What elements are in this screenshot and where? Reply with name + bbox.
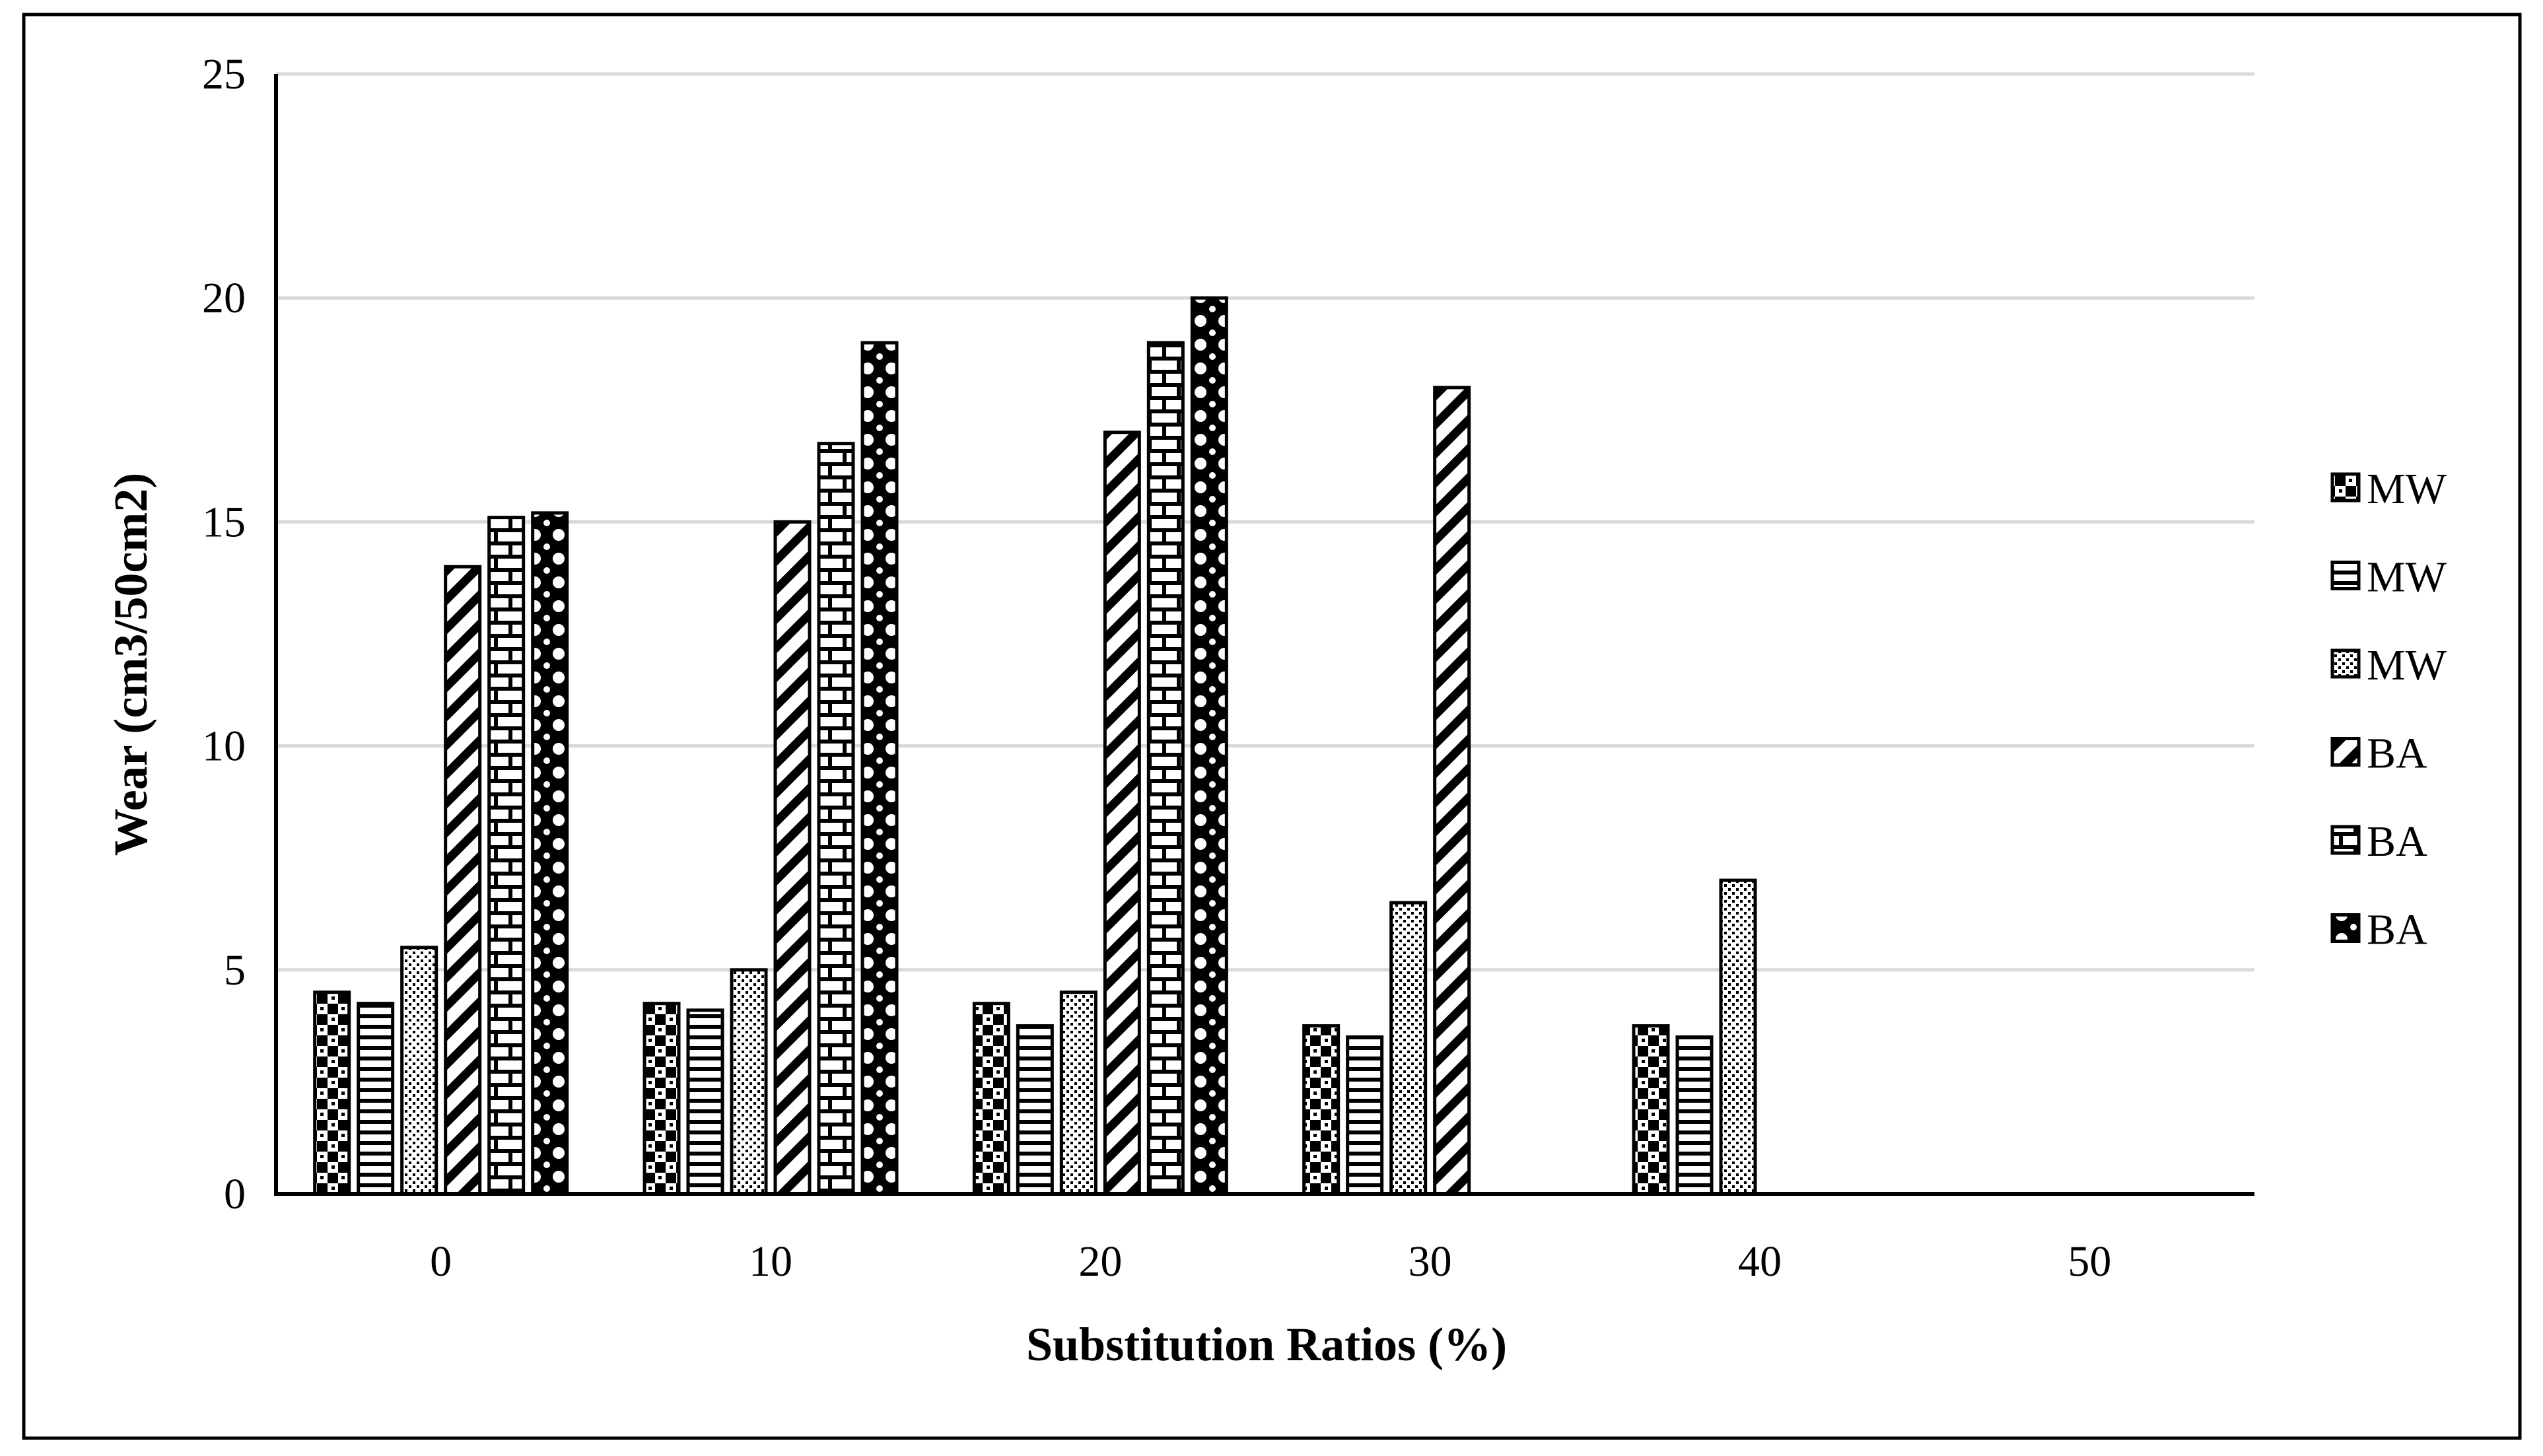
bar [1389, 901, 1428, 1196]
x-tick-labels: 0 10 20 30 40 50 [430, 1237, 2111, 1286]
x-tick-label: 30 [1409, 1237, 1452, 1286]
bar [1016, 1024, 1054, 1196]
bar [1059, 990, 1097, 1196]
bar [487, 516, 526, 1196]
bar [643, 1002, 681, 1196]
x-tick-label: 50 [2068, 1237, 2111, 1286]
x-axis-title: Substitution Ratios (%) [1026, 1318, 1507, 1371]
axes [274, 74, 2254, 1196]
bar [357, 1002, 395, 1196]
legend-label: MW [2367, 553, 2447, 602]
legend-swatch [2330, 737, 2361, 767]
y-tick-labels: 0 5 10 15 20 25 [202, 50, 246, 1218]
legend-swatch [2330, 913, 2361, 943]
y-tick-label: 5 [224, 946, 246, 994]
bar [1719, 878, 1757, 1196]
bar [444, 565, 482, 1196]
bar [773, 520, 812, 1196]
legend-label: BA [2367, 817, 2427, 866]
x-tick-label: 10 [749, 1237, 792, 1286]
legend-swatch [2330, 648, 2361, 679]
y-axis-title: Wear (cm3/50cm2) [104, 473, 157, 856]
bar [1632, 1024, 1670, 1196]
bar [730, 968, 768, 1196]
x-tick-label: 0 [430, 1237, 452, 1286]
bar [1433, 386, 1471, 1196]
bar [531, 511, 569, 1196]
bars [313, 296, 1757, 1196]
bar [1302, 1024, 1341, 1196]
chart-border [22, 13, 2522, 1440]
gridlines [276, 72, 2254, 972]
x-tick-label: 40 [1738, 1237, 1782, 1286]
y-tick-label: 25 [202, 50, 246, 98]
legend-swatch [2330, 472, 2361, 503]
bar [817, 442, 855, 1196]
y-tick-label: 20 [202, 274, 246, 322]
bar [1146, 341, 1185, 1196]
legend-swatch [2330, 561, 2361, 590]
bar [860, 341, 899, 1196]
bar [972, 1002, 1010, 1196]
bar [1190, 296, 1228, 1196]
bar [1675, 1035, 1714, 1196]
bar [686, 1008, 724, 1196]
legend: MW MW MW BA BA BA [2330, 465, 2447, 954]
y-tick-label: 15 [202, 498, 246, 546]
legend-label: BA [2367, 906, 2427, 954]
bar [400, 946, 438, 1196]
y-tick-label: 0 [224, 1170, 246, 1218]
x-tick-label: 20 [1078, 1237, 1122, 1286]
legend-label: BA [2367, 730, 2427, 778]
legend-label: MW [2367, 465, 2447, 513]
bar [313, 990, 351, 1196]
bar [1103, 431, 1141, 1196]
y-tick-label: 10 [202, 722, 246, 771]
legend-label: MW [2367, 641, 2447, 689]
legend-swatch [2330, 825, 2361, 855]
bar [1346, 1035, 1384, 1196]
